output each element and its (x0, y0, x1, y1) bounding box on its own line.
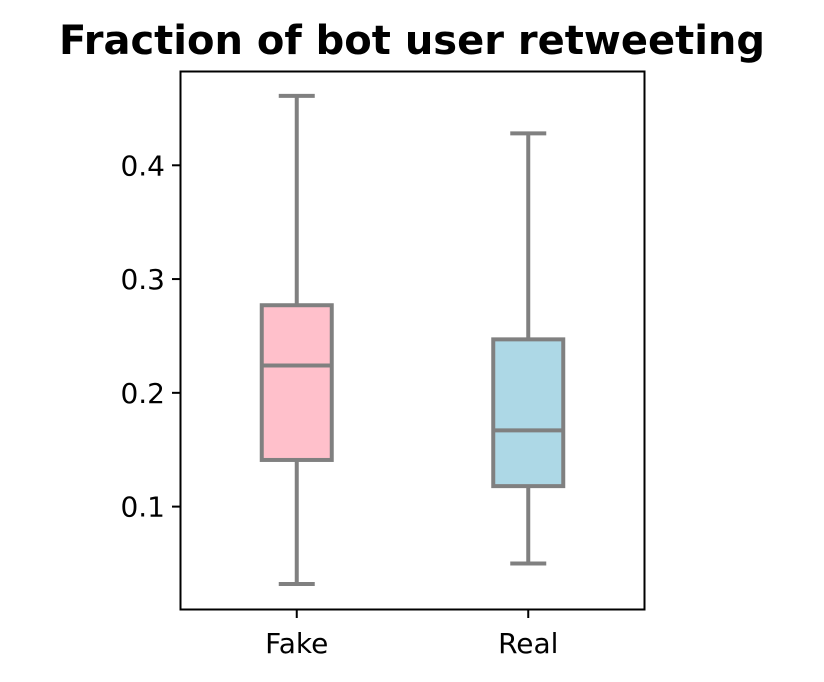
y-tick-label: 0.3 (120, 263, 165, 296)
fake-box (259, 303, 334, 462)
plot-frame (179, 70, 646, 611)
y-tick-label: 0.2 (120, 377, 165, 410)
x-tick-label: Real (498, 627, 558, 660)
y-tick-label: 0.4 (120, 149, 165, 182)
chart-marks: 0.1 0.2 0.3 0.4 Fake Real (120, 93, 566, 660)
real-box (491, 337, 566, 489)
x-tick-label: Fake (265, 627, 328, 660)
y-tick-label: 0.1 (120, 491, 165, 524)
chart-title: Fraction of bot user retweeting (59, 18, 765, 64)
